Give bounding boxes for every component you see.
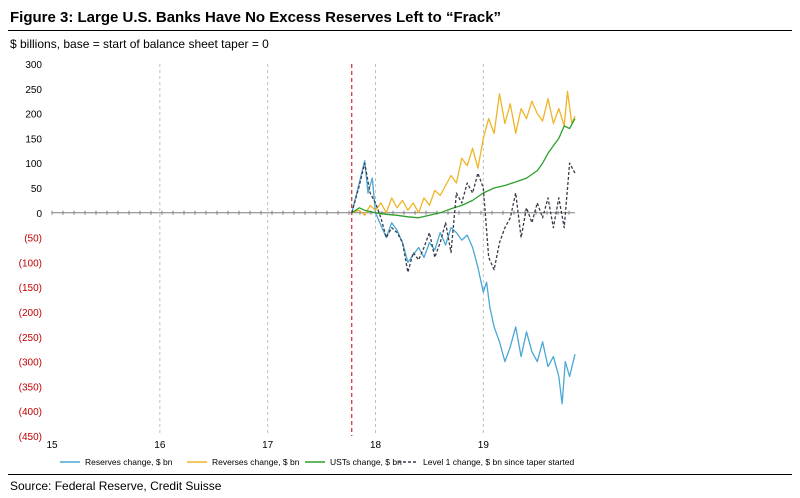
y-tick-label: 250 [25,85,42,96]
y-tick-label: 100 [25,159,42,170]
title-rule [8,30,792,31]
legend: Reserves change, $ bn Reverses change, $ … [60,457,574,467]
x-tick-label: 15 [46,440,58,451]
y-tick-label: (450) [19,432,42,443]
figure-title: Figure 3: Large U.S. Banks Have No Exces… [10,9,502,26]
y-tick-label: (100) [19,258,42,269]
axis-layer: 300 250 200 150 100 50 0 (50) (100) (150) (200) (25… [19,60,575,451]
y-tick-label: (350) [19,382,42,393]
grid-layer [159,64,484,436]
legend-label: Reverses change, $ bn [212,457,300,467]
source-note: Source: Federal Reserve, Credit Suisse [10,479,222,493]
footer-rule [8,474,792,475]
line-chart: 300 250 200 150 100 50 0 (50) (100) (150) (200) (25… [19,60,576,467]
x-tick-label: 18 [370,440,382,451]
y-tick-label: (250) [19,333,42,344]
series-line [351,160,576,405]
x-tick-label: 19 [478,440,490,451]
y-tick-label: 150 [25,134,42,145]
y-tick-label: (400) [19,407,42,418]
y-tick-label: 0 [36,209,42,220]
series-layer [351,90,576,405]
series-line [351,118,576,219]
x-tick-label: 17 [262,440,274,451]
legend-label: Reserves change, $ bn [85,457,173,467]
y-tick-label: 200 [25,110,42,121]
x-tick-label: 16 [154,440,166,451]
y-tick-label: 300 [25,60,42,71]
figure-subtitle: $ billions, base = start of balance shee… [10,37,269,51]
y-tick-label: (200) [19,308,42,319]
legend-label: USTs change, $ bn [330,457,402,467]
y-tick-label: (150) [19,283,42,294]
y-tick-label: (300) [19,358,42,369]
legend-label: Level 1 change, $ bn since taper started [423,457,574,467]
series-line [351,90,576,216]
y-tick-label: (50) [24,234,42,245]
series-line [351,162,576,273]
y-tick-label: 50 [31,184,43,195]
